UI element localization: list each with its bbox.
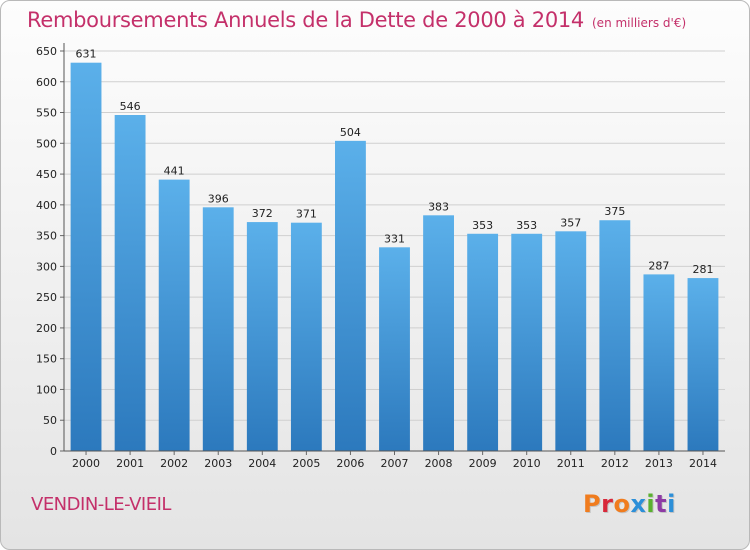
value-label-2009: 353: [472, 219, 493, 232]
value-label-2014: 281: [692, 263, 713, 276]
value-label-2010: 353: [516, 219, 537, 232]
value-label-2003: 396: [208, 192, 229, 205]
proxiti-logo: Proxiti: [583, 490, 676, 518]
value-label-2004: 372: [252, 207, 273, 220]
bar-2004: [246, 222, 278, 451]
y-tick-label-350: 350: [36, 230, 57, 243]
y-tick-label-400: 400: [36, 199, 57, 212]
bar-2008: [423, 215, 454, 451]
y-tick-label-250: 250: [36, 291, 57, 304]
x-tick-label-2010: 2010: [513, 457, 541, 470]
x-tick-label-2013: 2013: [645, 457, 673, 470]
commune-name: VENDIN-LE-VIEIL: [31, 494, 171, 515]
x-tick-label-2001: 2001: [116, 457, 144, 470]
value-label-2000: 631: [76, 48, 97, 61]
y-tick-label-600: 600: [36, 76, 57, 89]
bar-2013: [643, 274, 675, 451]
value-label-2007: 331: [384, 232, 405, 245]
chart-title-text: Remboursements Annuels de la Dette de 20…: [27, 8, 584, 32]
x-tick-label-2000: 2000: [72, 457, 100, 470]
bar-2006: [335, 140, 366, 451]
bar-2007: [379, 247, 410, 451]
value-label-2008: 383: [428, 200, 449, 213]
value-label-2013: 287: [648, 259, 669, 272]
bar-2012: [599, 220, 631, 451]
chart-title: Remboursements Annuels de la Dette de 20…: [27, 8, 686, 32]
x-tick-label-2009: 2009: [469, 457, 497, 470]
value-label-2005: 371: [296, 208, 317, 221]
x-tick-label-2011: 2011: [557, 457, 585, 470]
y-tick-label-0: 0: [50, 445, 57, 458]
x-tick-label-2005: 2005: [292, 457, 320, 470]
bar-2011: [555, 231, 587, 451]
y-tick-label-100: 100: [36, 383, 57, 396]
x-tick-label-2007: 2007: [381, 457, 409, 470]
bar-2005: [290, 222, 322, 451]
bar-2002: [158, 179, 190, 451]
x-tick-label-2003: 2003: [204, 457, 232, 470]
bar-2003: [202, 207, 234, 451]
value-label-2001: 546: [120, 100, 141, 113]
y-tick-label-300: 300: [36, 260, 57, 273]
bar-2010: [511, 233, 543, 451]
chart-subtitle: (en milliers d'€): [592, 16, 687, 30]
y-tick-label-500: 500: [36, 137, 57, 150]
y-tick-label-550: 550: [36, 107, 57, 120]
value-label-2011: 357: [560, 216, 581, 229]
bar-2014: [687, 278, 719, 451]
value-label-2002: 441: [164, 165, 185, 178]
bar-2001: [114, 115, 146, 451]
y-tick-label-150: 150: [36, 353, 57, 366]
x-tick-label-2012: 2012: [601, 457, 629, 470]
bar-2000: [70, 62, 102, 451]
y-tick-label-450: 450: [36, 168, 57, 181]
y-tick-label-200: 200: [36, 322, 57, 335]
y-tick-label-50: 50: [43, 414, 57, 427]
x-tick-label-2014: 2014: [689, 457, 717, 470]
x-tick-label-2004: 2004: [248, 457, 276, 470]
x-tick-label-2002: 2002: [160, 457, 188, 470]
value-label-2012: 375: [604, 205, 625, 218]
bar-2009: [467, 233, 499, 451]
y-tick-label-650: 650: [36, 45, 57, 58]
x-tick-label-2008: 2008: [425, 457, 453, 470]
value-label-2006: 504: [340, 126, 361, 139]
x-tick-label-2006: 2006: [336, 457, 364, 470]
